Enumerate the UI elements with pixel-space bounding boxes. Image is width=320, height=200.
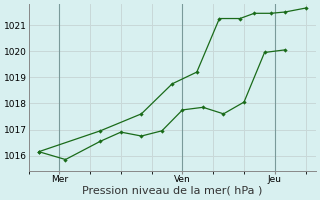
X-axis label: Pression niveau de la mer( hPa ): Pression niveau de la mer( hPa ) xyxy=(82,186,262,196)
